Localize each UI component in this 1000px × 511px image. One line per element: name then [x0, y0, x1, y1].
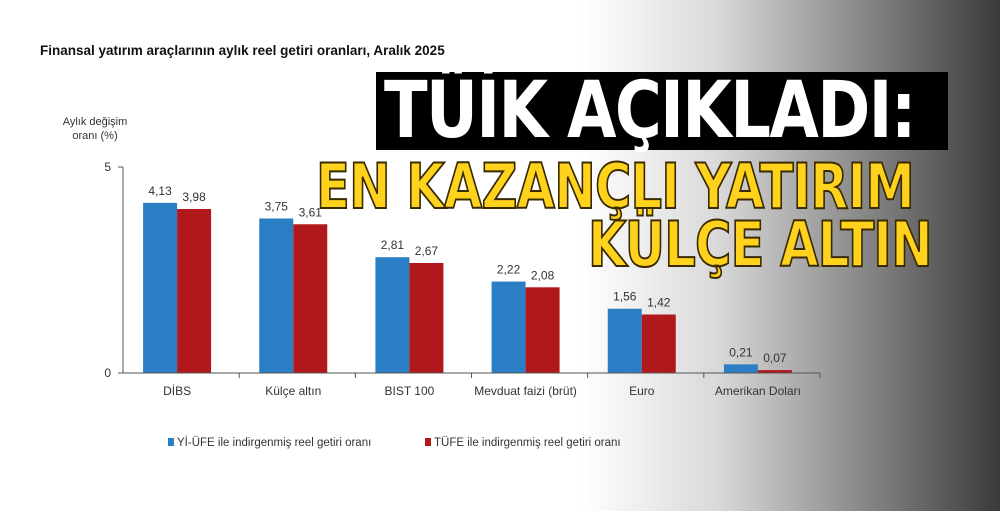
data-label: 3,98	[182, 190, 206, 204]
bar	[259, 218, 294, 373]
bar	[491, 281, 526, 373]
data-label: 1,42	[647, 295, 671, 309]
bar	[143, 202, 178, 373]
plot-area: 4,13 3,98 DİBS 3,75 3,61 Külçe altın 2,81 2,67 B…	[104, 160, 821, 398]
headline-background	[376, 72, 948, 150]
bar	[607, 308, 642, 373]
legend-label: Yİ-ÜFE ile indirgenmiş reel getiri oranı	[177, 436, 371, 449]
bar	[757, 370, 792, 373]
headline-line3: KÜLÇE ALTIN	[587, 207, 933, 282]
x-tick-label: Mevduat faizi (brüt)	[474, 384, 577, 398]
data-label: 2,08	[531, 268, 555, 282]
y-tick-label: 5	[104, 160, 111, 174]
y-axis-label-line1: Aylık değişim	[63, 116, 128, 128]
legend-label: TÜFE ile indirgenmiş reel getiri oranı	[434, 437, 621, 449]
data-label: 2,81	[381, 238, 405, 252]
legend-swatch	[168, 438, 174, 446]
y-tick-label: 0	[104, 366, 111, 380]
x-tick-label: BIST 100	[385, 384, 435, 398]
x-tick-label: Amerikan Doları	[715, 384, 801, 398]
data-label: 0,21	[729, 345, 753, 359]
data-label: 4,13	[148, 184, 172, 198]
data-label: 0,07	[763, 351, 787, 365]
bar	[375, 257, 410, 373]
y-axis-label-line2: oranı (%)	[72, 130, 117, 142]
bar	[409, 262, 444, 373]
data-label: 2,22	[497, 263, 521, 277]
data-label: 1,56	[613, 290, 637, 304]
data-label: 3,75	[265, 200, 289, 214]
chart-title: Finansal yatırım araçlarının aylık reel …	[40, 43, 445, 58]
legend-swatch	[425, 438, 431, 446]
x-tick-label: DİBS	[163, 384, 191, 398]
bar	[525, 287, 560, 373]
headline-line2: EN KAZANÇLI YATIRIM	[315, 149, 915, 224]
headline-line1: TÜİK AÇIKLADI:	[384, 66, 916, 156]
x-tick-label: Euro	[629, 384, 655, 398]
data-label: 2,67	[415, 244, 439, 258]
x-tick-label: Külçe altın	[265, 384, 321, 398]
legend: Yİ-ÜFE ile indirgenmiş reel getiri oranı…	[168, 436, 621, 449]
data-label: 3,61	[299, 205, 323, 219]
bar	[723, 364, 758, 373]
bar	[177, 209, 212, 373]
bar	[293, 224, 328, 373]
bar	[641, 314, 676, 373]
